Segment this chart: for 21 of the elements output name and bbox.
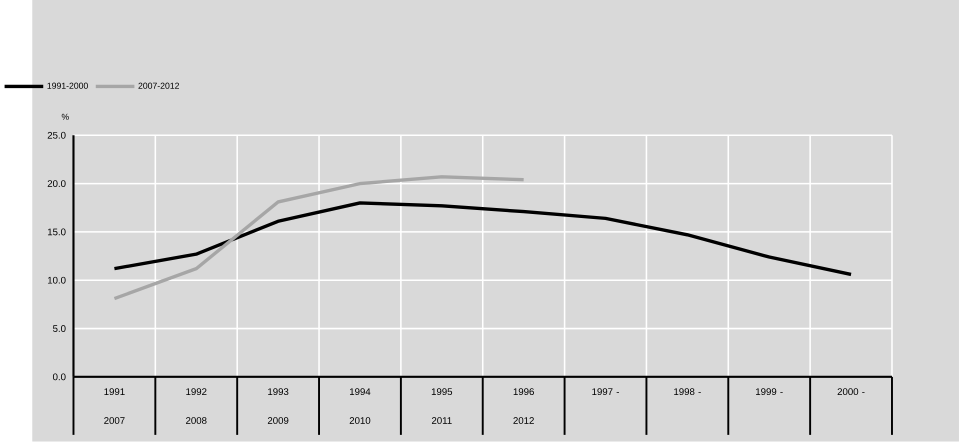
line-series [112,201,853,276]
category-label: 1992 2008 [186,388,207,424]
y-tick-label: 25.0 [48,132,66,139]
category-label: 1991 2007 [104,388,125,424]
category-label: 1994 2010 [350,388,370,424]
category-label: 1996 2012 [513,388,534,424]
x-tick-label: 1999 - [756,388,783,396]
line-series [112,175,526,300]
legend-label: 1991-2000 [48,82,88,89]
category-label: 1993 2009 [268,388,288,424]
y-tick-label: 5.0 [52,325,66,332]
x-tick-label: 1998 - [674,388,701,396]
category-label: 1995 2011 [432,388,452,424]
x-tick-label: 2000 - [838,388,865,396]
y-axis-title: % [62,114,69,120]
y-tick-label: 20.0 [48,180,66,188]
legend-label: 2007-2012 [138,82,180,89]
y-tick-label: 0.0 [52,374,66,380]
y-tick-label: 10.0 [48,277,66,284]
y-tick-label: 15.0 [48,228,66,236]
x-tick-label: 1997 - [592,388,619,396]
